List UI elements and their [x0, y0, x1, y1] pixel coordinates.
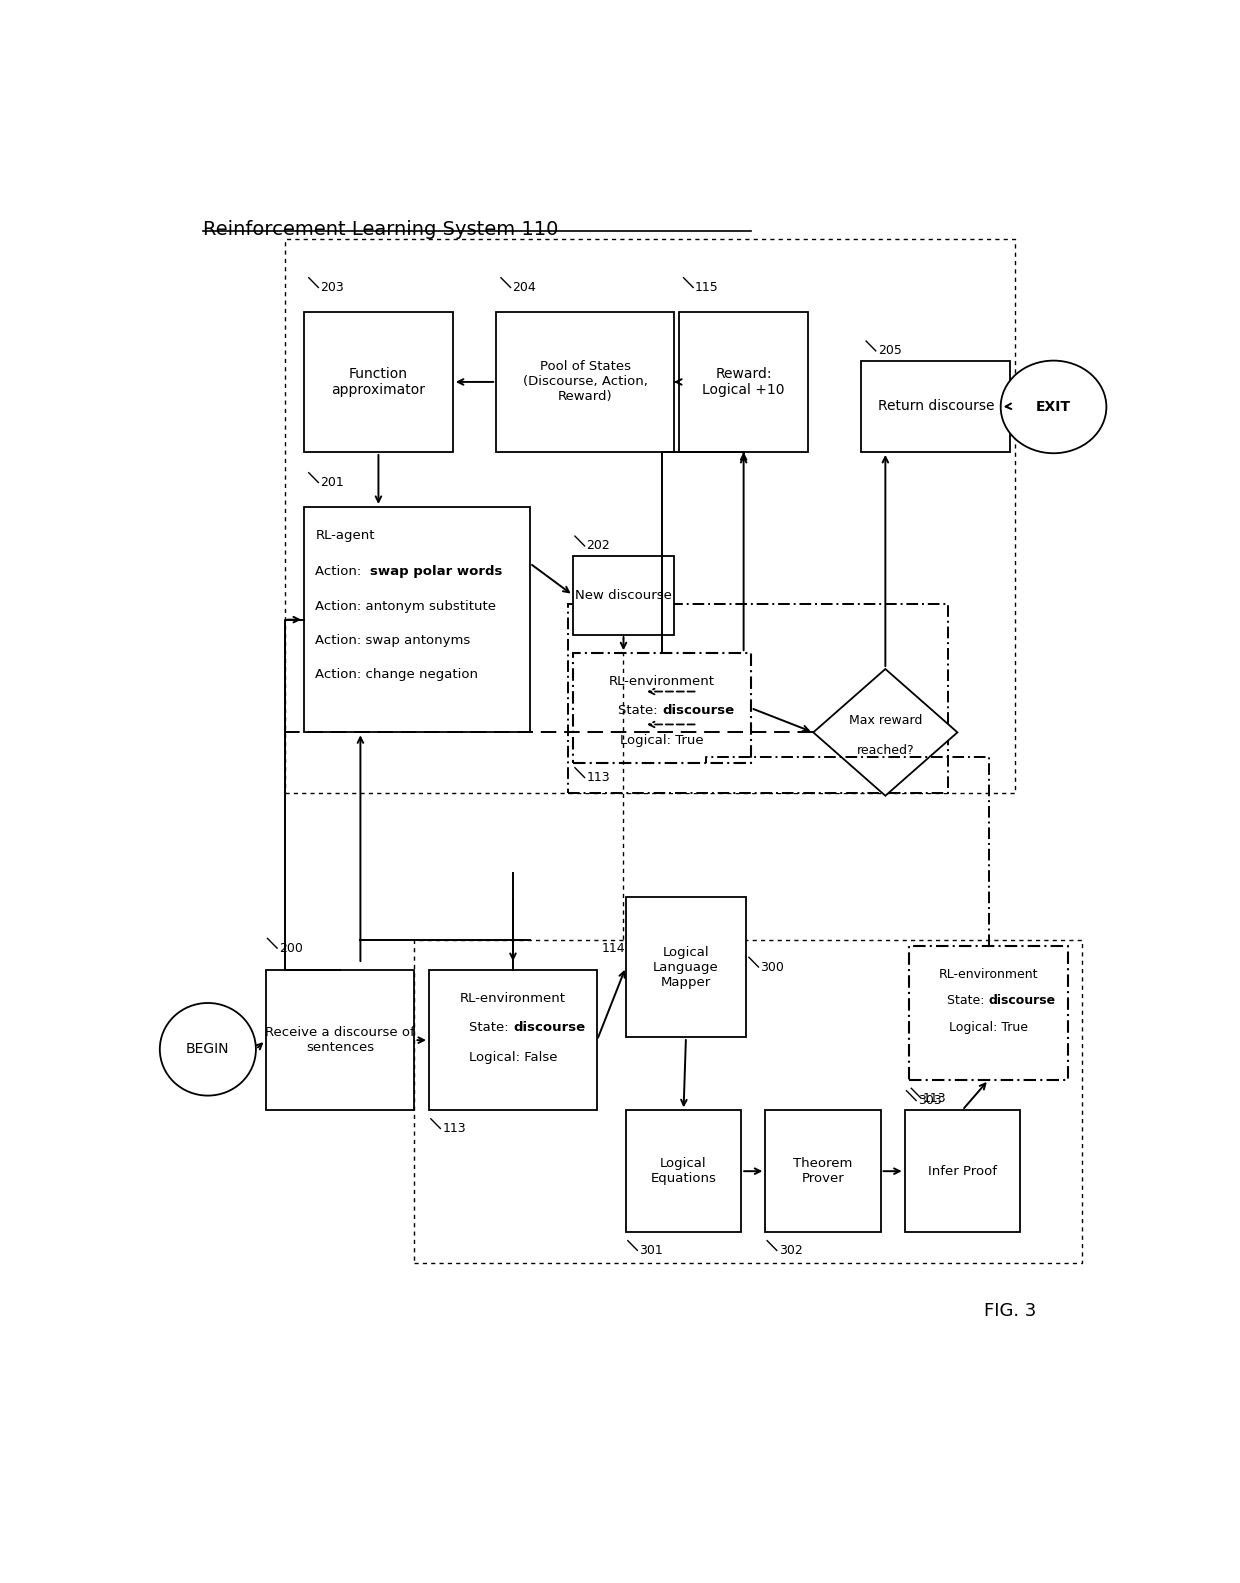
Text: 205: 205: [878, 345, 901, 358]
Text: 203: 203: [320, 280, 343, 294]
Text: RL-environment: RL-environment: [939, 967, 1038, 980]
Ellipse shape: [1001, 361, 1106, 453]
Text: 302: 302: [779, 1244, 802, 1257]
Text: State:: State:: [618, 704, 662, 717]
Text: 301: 301: [640, 1244, 663, 1257]
Text: Logical: True: Logical: True: [620, 733, 704, 747]
FancyBboxPatch shape: [496, 312, 675, 453]
Text: Pool of States
(Discourse, Action,
Reward): Pool of States (Discourse, Action, Rewar…: [522, 361, 647, 404]
Text: swap polar words: swap polar words: [371, 565, 502, 578]
FancyBboxPatch shape: [414, 940, 1083, 1263]
Text: Reinforcement Learning System 110: Reinforcement Learning System 110: [203, 220, 558, 239]
Text: Infer Proof: Infer Proof: [928, 1165, 997, 1178]
FancyBboxPatch shape: [573, 556, 675, 635]
FancyBboxPatch shape: [626, 1110, 742, 1232]
Text: Logical: False: Logical: False: [469, 1051, 557, 1064]
Text: Logical
Language
Mapper: Logical Language Mapper: [653, 945, 719, 988]
FancyBboxPatch shape: [265, 970, 414, 1110]
Text: 202: 202: [587, 540, 610, 552]
Text: discourse: discourse: [988, 994, 1055, 1007]
Text: Reward:
Logical +10: Reward: Logical +10: [702, 367, 785, 397]
Ellipse shape: [160, 1004, 255, 1095]
Text: 113: 113: [587, 771, 610, 784]
Text: 204: 204: [512, 280, 536, 294]
Text: State:: State:: [469, 1021, 513, 1034]
FancyBboxPatch shape: [429, 970, 596, 1110]
Text: Action: antonym substitute: Action: antonym substitute: [315, 600, 496, 613]
Text: 300: 300: [760, 961, 785, 974]
Text: 114: 114: [601, 942, 625, 956]
FancyBboxPatch shape: [905, 1110, 1019, 1232]
FancyBboxPatch shape: [909, 945, 1068, 1080]
Text: New discourse: New discourse: [575, 589, 672, 602]
Text: Logical: True: Logical: True: [949, 1021, 1028, 1034]
FancyBboxPatch shape: [304, 507, 529, 733]
FancyBboxPatch shape: [862, 361, 1011, 453]
FancyBboxPatch shape: [568, 605, 947, 793]
Polygon shape: [813, 670, 957, 796]
Text: Return discourse: Return discourse: [878, 399, 994, 413]
Text: EXIT: EXIT: [1037, 400, 1071, 413]
Text: Action:: Action:: [315, 565, 366, 578]
Text: Max reward: Max reward: [848, 714, 923, 727]
Text: Theorem
Prover: Theorem Prover: [794, 1157, 853, 1186]
Text: Function
approximator: Function approximator: [331, 367, 425, 397]
FancyBboxPatch shape: [573, 654, 751, 763]
Text: RL-environment: RL-environment: [460, 993, 565, 1005]
FancyBboxPatch shape: [304, 312, 453, 453]
Text: 113: 113: [443, 1122, 466, 1135]
Text: 200: 200: [279, 942, 303, 955]
Text: RL-agent: RL-agent: [315, 529, 374, 541]
Text: FIG. 3: FIG. 3: [985, 1303, 1037, 1320]
Text: discourse: discourse: [662, 704, 734, 717]
FancyBboxPatch shape: [765, 1110, 880, 1232]
Text: 115: 115: [696, 280, 719, 294]
Text: RL-environment: RL-environment: [609, 674, 715, 689]
Text: Logical
Equations: Logical Equations: [651, 1157, 717, 1186]
FancyBboxPatch shape: [678, 312, 808, 453]
Text: Receive a discourse of
sentences: Receive a discourse of sentences: [265, 1026, 415, 1054]
Text: 113: 113: [923, 1092, 946, 1105]
Text: 303: 303: [918, 1094, 942, 1107]
FancyBboxPatch shape: [626, 898, 746, 1037]
FancyBboxPatch shape: [285, 239, 1016, 793]
Text: reached?: reached?: [857, 744, 914, 757]
Text: 201: 201: [320, 476, 343, 489]
Text: Action: change negation: Action: change negation: [315, 668, 479, 681]
Text: Action: swap antonyms: Action: swap antonyms: [315, 633, 471, 646]
Text: State:: State:: [947, 994, 988, 1007]
Text: BEGIN: BEGIN: [186, 1042, 229, 1056]
Text: discourse: discourse: [513, 1021, 585, 1034]
